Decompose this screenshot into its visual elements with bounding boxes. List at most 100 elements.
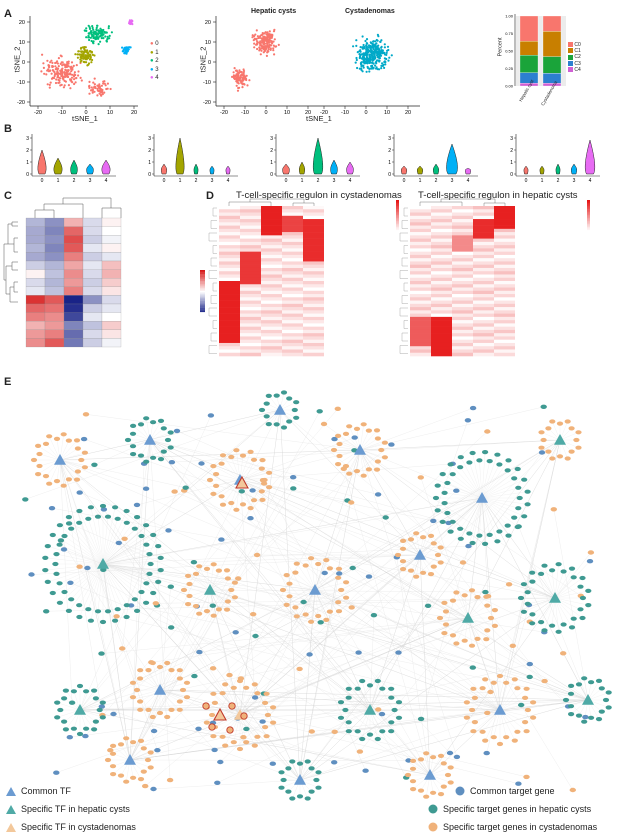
tsne-point: [89, 36, 92, 39]
colorbar-step: [200, 306, 205, 308]
tsne-point: [51, 76, 54, 79]
regulon-cell: [240, 326, 261, 331]
colorbar-step: [587, 212, 590, 214]
violin-shape: [584, 139, 596, 175]
regulon-cell: [410, 222, 431, 226]
regulon-cell: [410, 232, 431, 236]
regulon-cell: [473, 313, 494, 318]
regulon-cell: [261, 271, 282, 275]
tsne-ytick-label: 0: [208, 60, 211, 66]
network-edge: [314, 502, 352, 591]
colorbar-step: [200, 295, 205, 297]
regulatory-network: [22, 390, 612, 801]
tsne-point: [374, 43, 377, 46]
regulon-cell: [219, 352, 240, 357]
network-node: [300, 599, 307, 605]
tsne-point: [51, 69, 55, 72]
tsne-xtick-label: -20: [320, 110, 328, 116]
network-edge: [79, 691, 491, 711]
tsne-point: [59, 77, 62, 80]
network-node: [240, 735, 247, 740]
network-edge: [213, 465, 241, 481]
network-edge: [198, 728, 431, 776]
regulon-cell: [410, 336, 431, 340]
regulon-cell: [219, 238, 240, 243]
network-node: [223, 568, 231, 573]
network-edge: [239, 479, 366, 771]
regulon-cell: [303, 336, 324, 340]
colorbar-step: [200, 285, 205, 287]
regulon-cell: [473, 232, 494, 236]
network-node: [585, 603, 592, 608]
heatmap-cell: [25, 235, 46, 244]
network-node: [262, 700, 269, 705]
tsne-point: [263, 38, 266, 41]
regulon-cell: [452, 209, 473, 213]
regulon-cell: [282, 245, 303, 249]
network-edge: [554, 586, 581, 599]
network-node: [278, 770, 285, 775]
regulon-cell: [219, 300, 240, 305]
tsne-point: [73, 82, 76, 86]
regulon-cell: [303, 258, 324, 262]
violin-shape: [225, 165, 231, 175]
network-node: [123, 603, 130, 608]
network-edge: [479, 460, 483, 499]
network-edge: [499, 709, 515, 741]
heatmap-cell: [63, 243, 84, 253]
network-tf-node: [554, 434, 566, 445]
colorbar-step: [396, 212, 399, 214]
tsne-xtick-label: 20: [305, 110, 311, 116]
network-node: [36, 451, 43, 457]
regulon-cell: [282, 297, 303, 301]
regulon-cell: [473, 281, 494, 285]
network-edge: [369, 688, 383, 711]
network-node: [482, 738, 489, 743]
network-node: [150, 532, 157, 538]
network-node: [157, 418, 165, 423]
tsne-point: [369, 50, 372, 53]
network-node: [479, 729, 486, 734]
violin-ytick-label: 3: [388, 136, 391, 142]
network-node: [130, 452, 137, 457]
network-node: [588, 680, 595, 685]
regulon-cell: [410, 352, 431, 357]
network-node: [289, 759, 296, 764]
colorbar-step: [587, 215, 590, 217]
tsne-point: [259, 53, 262, 56]
regulon-cell: [240, 300, 261, 305]
tsne-point: [380, 67, 383, 70]
heatmap-cell: [101, 286, 122, 296]
network-edge: [314, 582, 347, 591]
violin-shape: [539, 165, 545, 175]
network-edge: [159, 689, 215, 751]
network-node: [440, 784, 447, 789]
regulon-cell: [219, 209, 240, 213]
regulon-cell: [431, 245, 452, 249]
network-node: [218, 461, 225, 466]
network-node: [133, 502, 141, 508]
network-node: [538, 430, 545, 435]
heatmap-cell: [25, 321, 46, 330]
regulon-cell: [431, 248, 452, 252]
tsne-point: [358, 53, 361, 56]
network-node: [261, 477, 268, 483]
regulon-cell: [240, 294, 261, 298]
tsne-point: [106, 82, 109, 85]
regulon-cell: [410, 219, 431, 223]
tsne-point: [131, 23, 134, 26]
highlighted-target-node: [240, 712, 248, 720]
network-node: [360, 422, 367, 427]
tsne-xlabel-1: tSNE_1: [72, 114, 98, 123]
network-node: [417, 716, 425, 722]
tsne-point: [76, 53, 79, 56]
tsne-xtick-label: -10: [341, 110, 349, 116]
heatmap-cell: [101, 329, 122, 339]
network-edge: [444, 497, 483, 504]
network-edge: [79, 408, 338, 711]
tsne-point: [74, 53, 77, 56]
network-node: [518, 702, 525, 708]
network-node: [117, 773, 125, 778]
network-node: [266, 485, 273, 490]
network-edge: [171, 439, 561, 463]
